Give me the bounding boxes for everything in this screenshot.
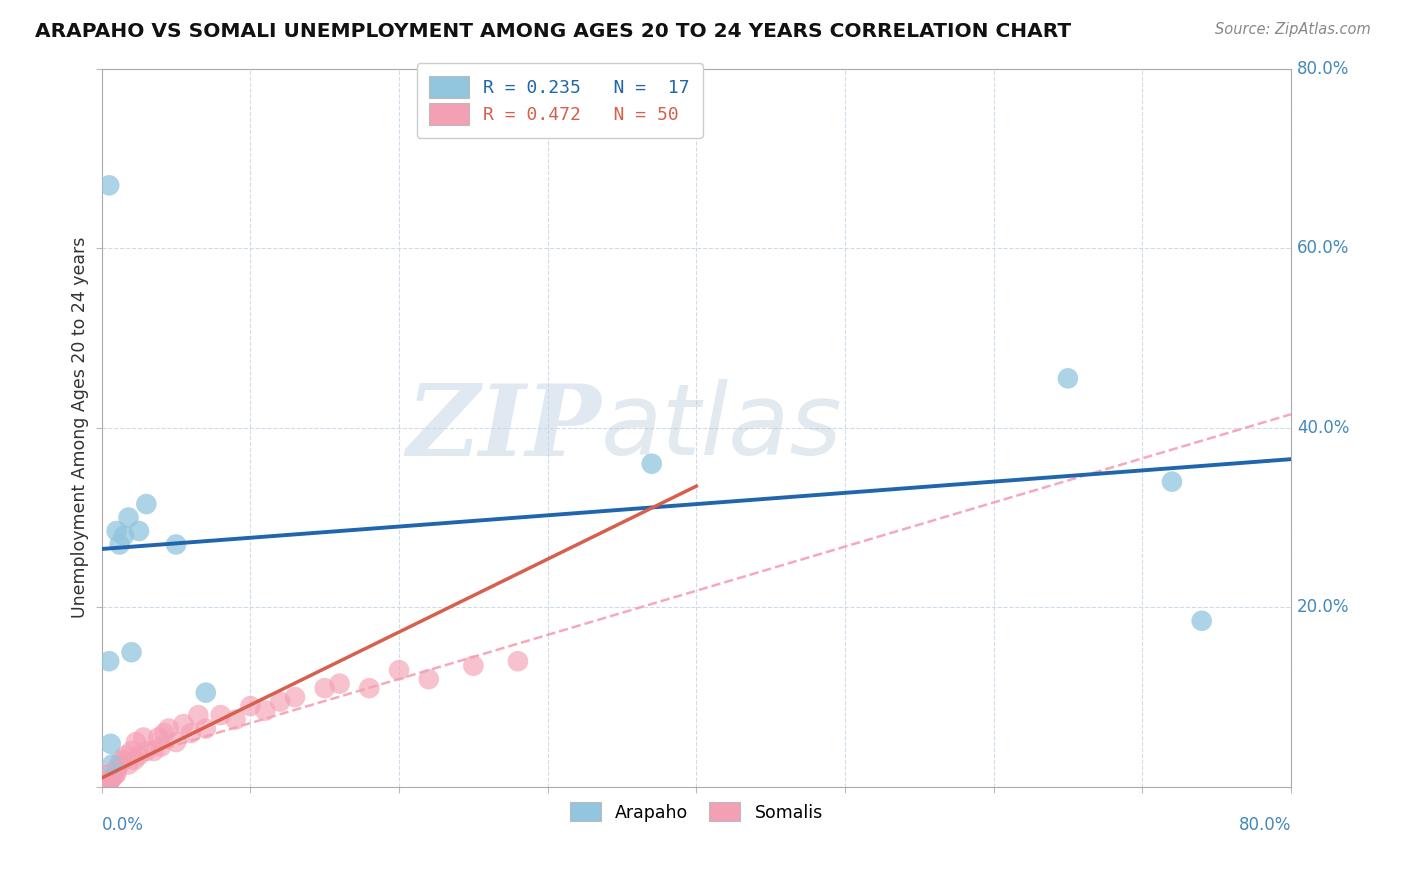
Text: 80.0%: 80.0% <box>1239 815 1291 834</box>
Point <box>128 524 150 538</box>
Point <box>90 777 112 791</box>
Point <box>1057 371 1080 385</box>
Point <box>187 708 209 723</box>
Text: 60.0%: 60.0% <box>1296 239 1350 257</box>
Text: ARAPAHO VS SOMALI UNEMPLOYMENT AMONG AGES 20 TO 24 YEARS CORRELATION CHART: ARAPAHO VS SOMALI UNEMPLOYMENT AMONG AGE… <box>35 22 1071 41</box>
Point <box>90 780 112 794</box>
Point <box>388 663 411 677</box>
Point <box>284 690 307 705</box>
Point <box>132 731 155 745</box>
Point <box>173 717 195 731</box>
Point <box>180 726 202 740</box>
Point <box>98 773 121 788</box>
Point <box>153 726 176 740</box>
Text: ZIP: ZIP <box>406 379 602 476</box>
Point <box>225 713 247 727</box>
Point <box>329 676 352 690</box>
Point <box>104 767 127 781</box>
Point <box>103 769 125 783</box>
Point <box>128 748 150 763</box>
Point <box>359 681 381 695</box>
Point <box>112 753 135 767</box>
Point <box>1161 475 1184 489</box>
Point <box>90 776 112 790</box>
Point <box>121 645 143 659</box>
Text: atlas: atlas <box>602 379 842 476</box>
Point <box>254 704 277 718</box>
Point <box>105 524 128 538</box>
Point <box>90 771 112 785</box>
Point <box>194 686 217 700</box>
Point <box>148 731 170 745</box>
Point <box>157 722 180 736</box>
Text: 0.0%: 0.0% <box>101 815 143 834</box>
Point <box>121 744 143 758</box>
Point <box>100 772 122 787</box>
Point <box>142 744 165 758</box>
Point <box>90 775 112 789</box>
Point <box>105 766 128 780</box>
Point <box>117 510 139 524</box>
Point <box>463 658 485 673</box>
Point <box>98 775 121 789</box>
Point <box>1191 614 1213 628</box>
Point <box>125 735 148 749</box>
Legend: Arapaho, Somalis: Arapaho, Somalis <box>562 796 830 829</box>
Point <box>239 699 262 714</box>
Point <box>90 773 112 788</box>
Point <box>101 771 124 785</box>
Point <box>90 778 112 792</box>
Point <box>108 757 131 772</box>
Point <box>209 708 232 723</box>
Point <box>100 737 122 751</box>
Point <box>117 757 139 772</box>
Point <box>269 695 291 709</box>
Point <box>105 762 128 776</box>
Point <box>418 672 440 686</box>
Text: 20.0%: 20.0% <box>1296 599 1350 616</box>
Point <box>124 753 146 767</box>
Text: 40.0%: 40.0% <box>1296 418 1350 437</box>
Point <box>110 753 132 767</box>
Point <box>98 178 121 193</box>
Point <box>98 654 121 668</box>
Point <box>135 497 157 511</box>
Point <box>165 735 187 749</box>
Point <box>101 757 124 772</box>
Point <box>114 748 136 763</box>
Point <box>314 681 336 695</box>
Point <box>108 537 131 551</box>
Point <box>165 537 187 551</box>
Point <box>641 457 664 471</box>
Text: 80.0%: 80.0% <box>1296 60 1350 78</box>
Point <box>194 722 217 736</box>
Point <box>150 739 173 754</box>
Point <box>506 654 529 668</box>
Y-axis label: Unemployment Among Ages 20 to 24 years: Unemployment Among Ages 20 to 24 years <box>72 237 89 618</box>
Point <box>112 528 135 542</box>
Point <box>135 744 157 758</box>
Point <box>90 774 112 789</box>
Text: Source: ZipAtlas.com: Source: ZipAtlas.com <box>1215 22 1371 37</box>
